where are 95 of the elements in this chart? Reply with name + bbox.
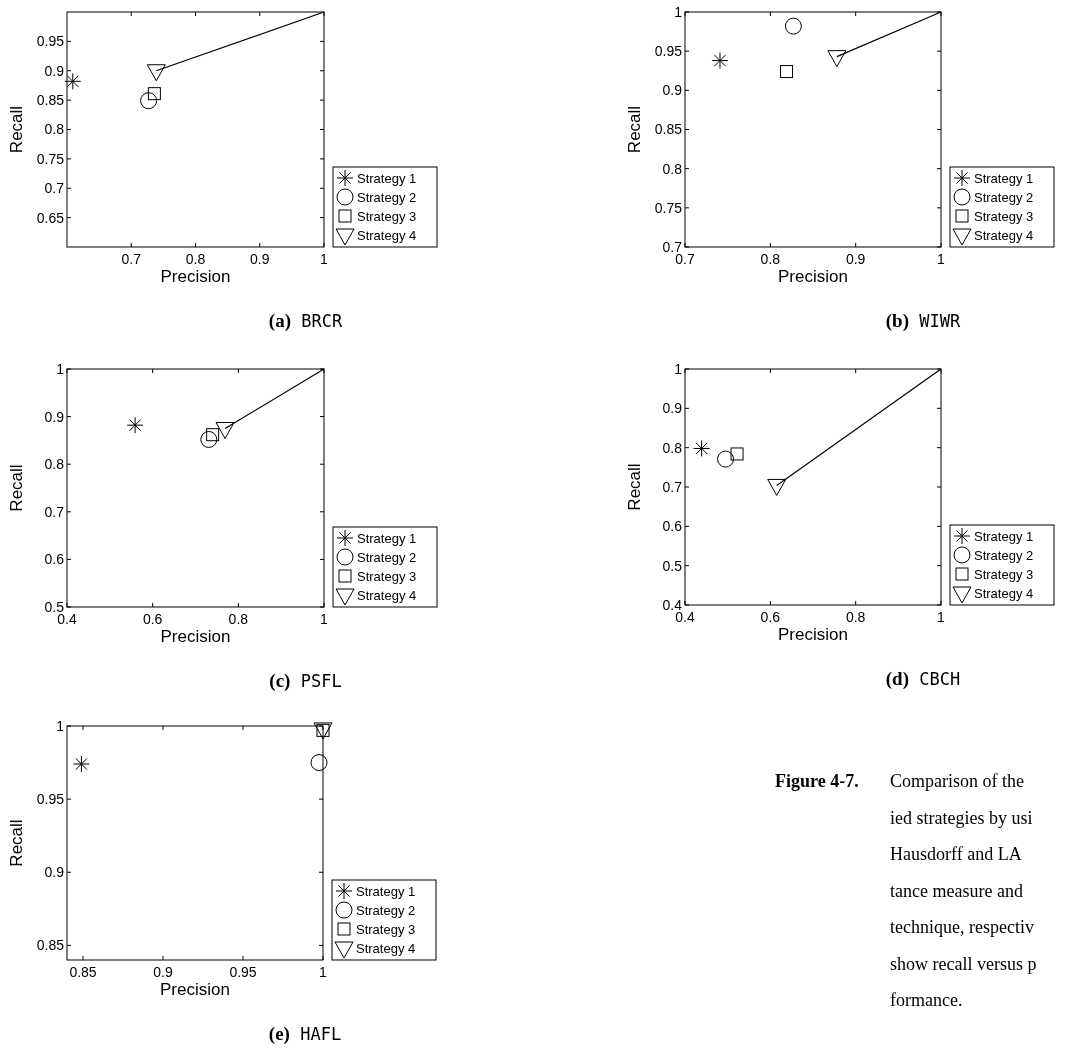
x-tick-label: 1: [937, 609, 946, 625]
y-tick-label: 1: [56, 360, 65, 377]
y-tick-label: 0.95: [654, 43, 683, 60]
x-tick-label: 0.6: [142, 611, 163, 627]
y-tick-label: 0.4: [662, 596, 683, 613]
caption: Figure 4-7.: [775, 771, 859, 791]
point: [784, 17, 802, 35]
text: show recall versus p: [890, 953, 1037, 974]
legend-label: Strategy 1: [356, 883, 416, 899]
legend-label: Strategy 3: [356, 921, 416, 937]
text: Comparison of the: [890, 771, 1024, 791]
y-tick-label: 0.65: [36, 209, 65, 226]
y-tick-label: 0.95: [36, 33, 65, 50]
y-axis-title: Recall: [625, 105, 644, 154]
y-tick-label: 1: [674, 360, 683, 377]
x-tick-label: 0.7: [121, 251, 142, 267]
y-tick-label: 0.9: [44, 408, 65, 425]
legend-label: Strategy 2: [974, 547, 1034, 563]
x-axis-title: Precision: [160, 267, 231, 286]
legend-label: Strategy 3: [357, 208, 417, 224]
legend-label: Strategy 1: [974, 528, 1034, 544]
x-tick-label: 1: [320, 251, 329, 267]
y-tick-label: 0.9: [44, 864, 65, 881]
legend-label: Strategy 3: [974, 208, 1034, 224]
point: [711, 52, 729, 70]
x-tick-label: 1: [320, 611, 329, 627]
legend-label: Strategy 2: [974, 189, 1034, 205]
y-tick-label: 0.9: [44, 62, 65, 79]
x-tick-label: 0.8: [228, 611, 249, 627]
y-tick-label: 0.85: [654, 121, 683, 138]
y-axis-title: Recall: [7, 105, 26, 154]
legend-label: Strategy 2: [357, 549, 417, 565]
y-tick-label: 0.75: [654, 199, 683, 216]
y-tick-label: 0.8: [662, 439, 683, 456]
legend-label: Strategy 4: [357, 227, 417, 243]
y-tick-label: 0.7: [662, 478, 683, 495]
text: tance measure and: [890, 880, 1023, 901]
text: formance.: [890, 990, 963, 1010]
y-tick-label: 0.5: [662, 557, 683, 574]
x-tick-label: 1: [319, 964, 328, 980]
y-axis-title: Recall: [7, 464, 26, 512]
y-tick-label: 0.9: [662, 82, 683, 99]
y-tick-label: 1: [56, 717, 65, 734]
y-tick-label: 0.85: [36, 937, 65, 954]
text: (d) CBCH: [885, 668, 961, 690]
y-tick-label: 0.9: [662, 400, 683, 417]
y-tick-label: 0.8: [44, 456, 65, 473]
text: (b) WIWR: [885, 310, 961, 332]
legend-label: Strategy 1: [357, 530, 417, 546]
x-tick-label: 0.8: [845, 609, 866, 625]
y-tick-label: 0.6: [662, 518, 683, 535]
legend-label: Strategy 4: [356, 940, 416, 956]
y-tick-label: 0.7: [44, 503, 65, 520]
legend-label: Strategy 1: [357, 170, 417, 186]
legend-label: Strategy 3: [357, 568, 417, 584]
y-axis-title: Recall: [625, 463, 644, 511]
text: ied strategies by usi: [890, 807, 1033, 828]
y-tick-label: 0.7: [44, 180, 65, 197]
legend-label: Strategy 1: [974, 170, 1034, 186]
x-axis-title: Precision: [778, 267, 848, 286]
point: [780, 65, 794, 79]
legend-label: Strategy 4: [357, 587, 417, 603]
x-tick-label: 1: [937, 251, 946, 267]
point: [827, 50, 847, 68]
y-tick-label: 0.85: [36, 92, 65, 109]
x-tick-label: 0.8: [185, 251, 206, 267]
x-axis-title: Precision: [778, 625, 848, 644]
x-axis-title: Precision: [160, 980, 230, 999]
y-tick-label: 0.6: [44, 551, 65, 568]
x-axis-title: Precision: [160, 627, 231, 646]
y-tick-label: 0.8: [662, 160, 683, 177]
x-tick-label: 0.9: [250, 251, 270, 267]
legend-label: Strategy 4: [974, 227, 1034, 243]
y-tick-label: 0.7: [662, 238, 683, 255]
y-tick-label: 0.8: [44, 121, 65, 138]
y-tick-label: 1: [674, 3, 683, 20]
x-tick-label: 0.85: [69, 964, 97, 980]
x-tick-label: 0.9: [845, 251, 866, 267]
text: technique, respectiv: [890, 917, 1034, 937]
x-tick-label: 0.95: [229, 964, 257, 980]
x-tick-label: 0.9: [153, 964, 173, 980]
text: (c) PSFL: [269, 670, 342, 692]
text: (a) BRCR: [268, 310, 343, 332]
x-tick-label: 0.8: [760, 251, 781, 267]
legend-label: Strategy 2: [356, 902, 416, 918]
text: (e) HAFL: [268, 1023, 342, 1045]
legend-label: Strategy 3: [974, 566, 1034, 582]
x-tick-label: 0.6: [760, 609, 781, 625]
y-tick-label: 0.95: [36, 791, 65, 808]
text: Hausdorff and LA: [890, 844, 1022, 864]
y-tick-label: 0.75: [36, 150, 65, 167]
y-axis-title: Recall: [7, 819, 26, 867]
legend-label: Strategy 2: [357, 189, 417, 205]
legend-label: Strategy 4: [974, 585, 1034, 601]
y-tick-label: 0.5: [44, 598, 65, 615]
